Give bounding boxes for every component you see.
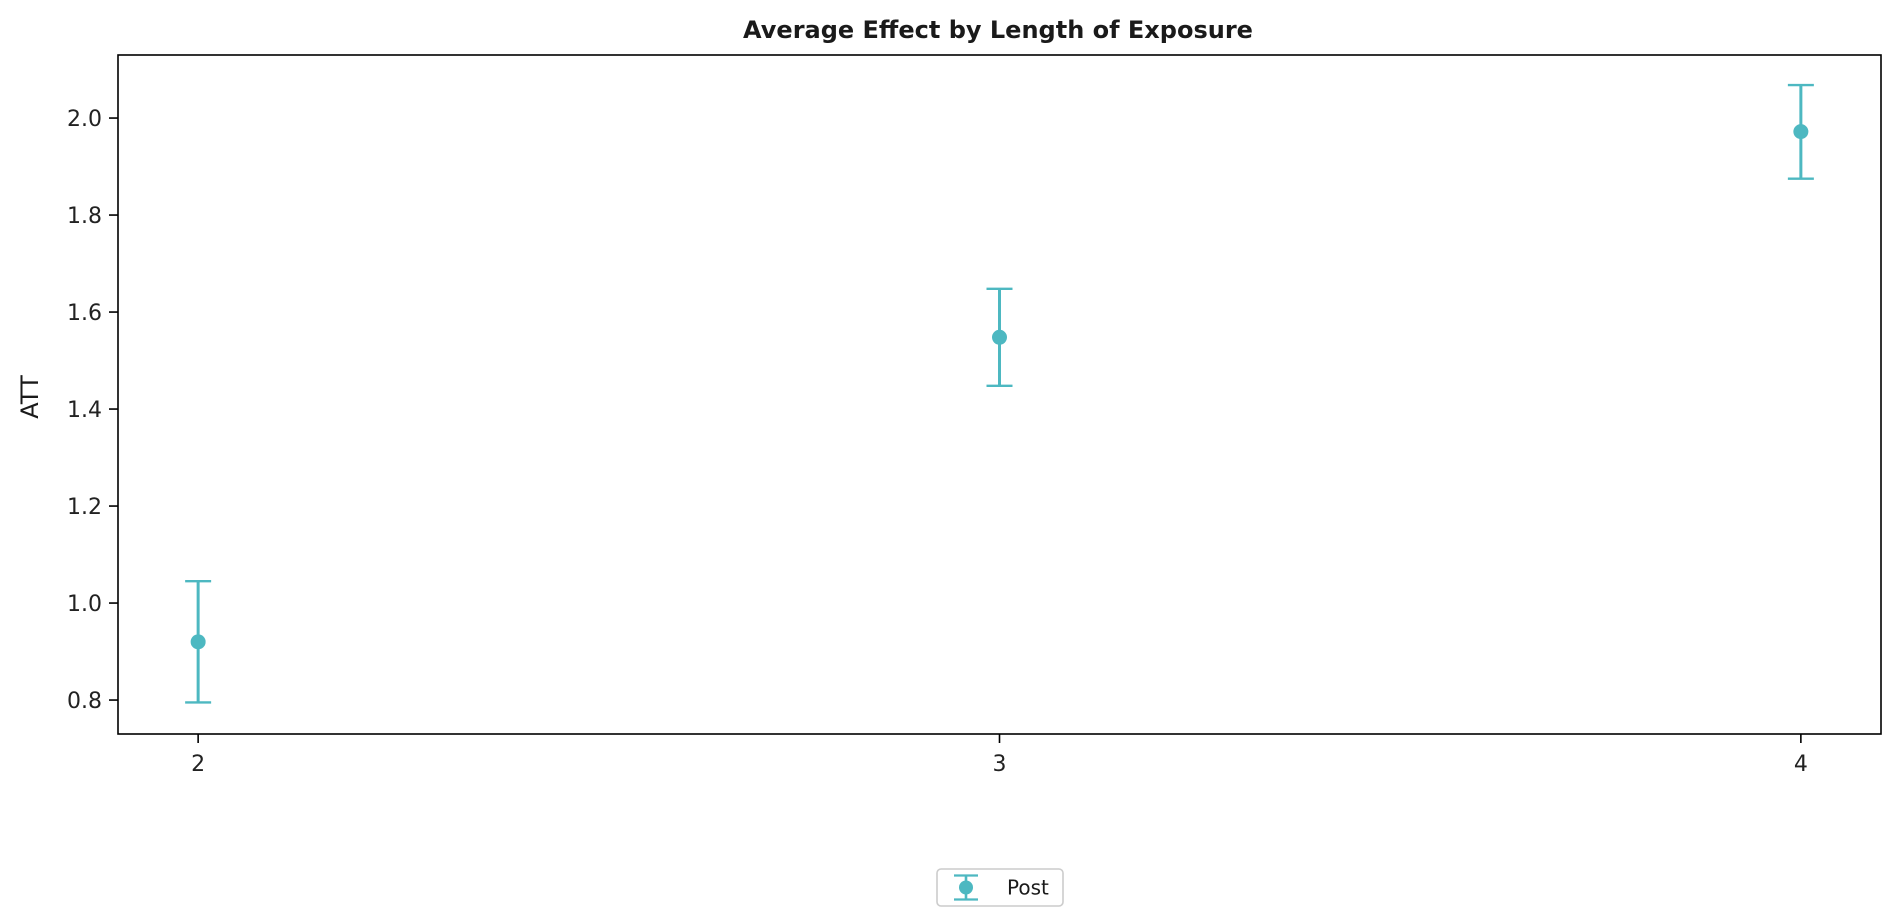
- x-tick-label: 2: [191, 752, 205, 777]
- y-tick-label: 1.4: [67, 398, 102, 423]
- legend-marker: [959, 880, 973, 895]
- data-point: [1793, 124, 1809, 140]
- y-tick-label: 1.2: [67, 495, 102, 520]
- legend[interactable]: Post: [936, 868, 1064, 907]
- y-tick-label: 0.8: [67, 689, 102, 714]
- plot-layer: 2 3 4 0.8 1.0 1.2 1.4 1.6 1.8 2.0: [67, 83, 1814, 777]
- x-tick-label: 3: [993, 752, 1007, 777]
- y-tick-label: 1.8: [67, 204, 102, 229]
- y-tick-label: 1.0: [67, 592, 102, 617]
- x-tick-label: 4: [1794, 752, 1808, 777]
- y-tick-label: 2.0: [67, 107, 102, 132]
- chart-title: Average Effect by Length of Exposure: [743, 16, 1253, 44]
- plot-frame: [117, 54, 1882, 735]
- y-axis-label: ATT: [16, 375, 44, 419]
- data-point: [190, 634, 206, 650]
- legend-box: [936, 868, 1064, 907]
- legend-label: Post: [1007, 876, 1049, 900]
- y-tick-label: 1.6: [67, 301, 102, 326]
- data-point: [992, 329, 1007, 345]
